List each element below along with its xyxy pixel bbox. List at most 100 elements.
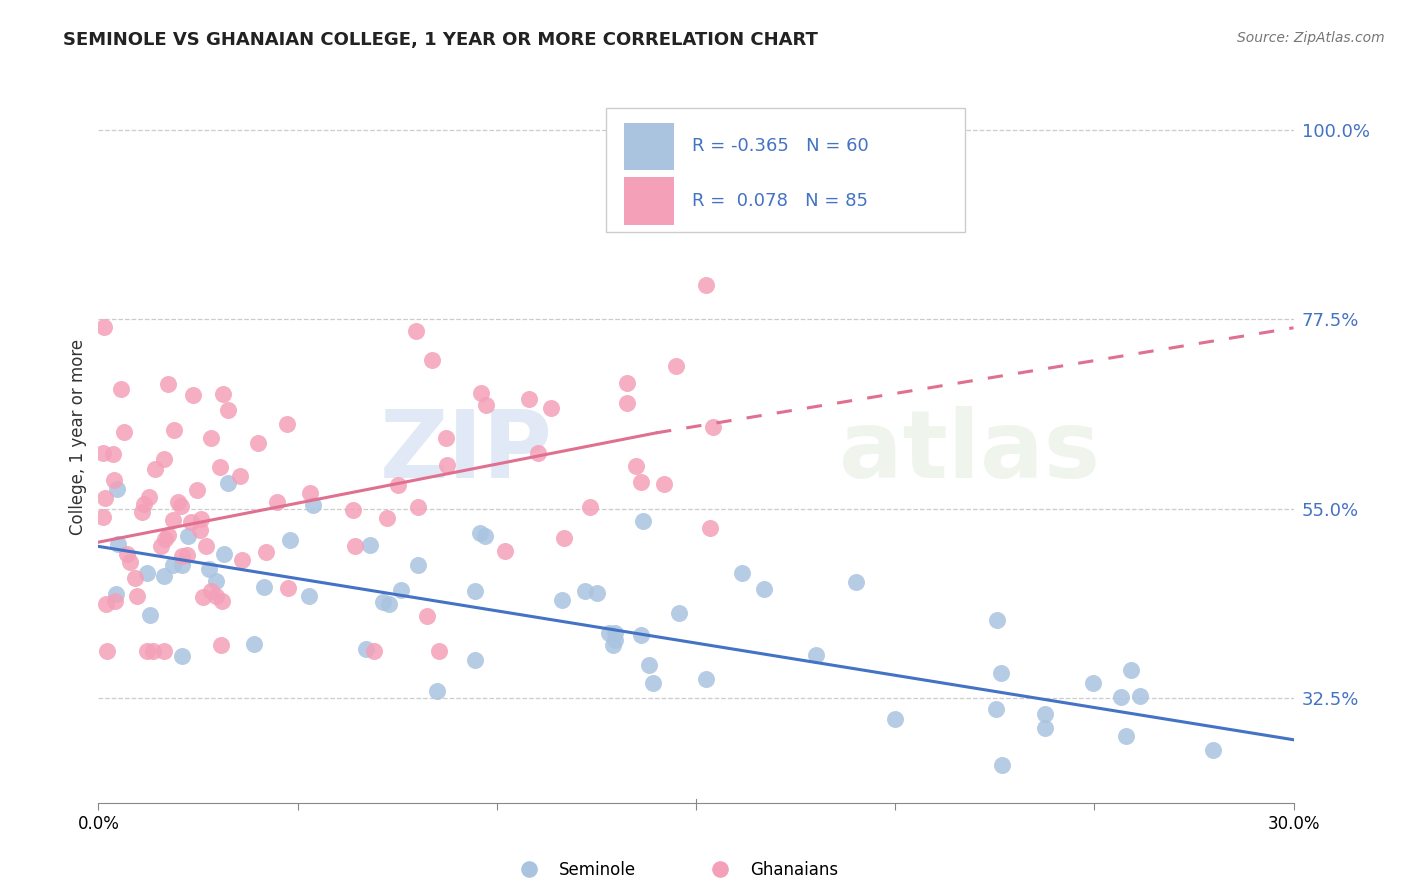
Text: Seminole: Seminole [558,861,636,880]
Point [118,555,141,569]
Point [1202,743,1225,757]
Point [181,388,204,402]
Point [464,653,486,667]
Point [731,566,754,581]
Point [990,665,1012,680]
Point [191,591,214,605]
Point [214,547,236,561]
Point [1115,729,1137,743]
Point [986,702,1008,716]
Point [474,529,496,543]
Point [354,642,377,657]
Point [603,625,626,640]
Point [117,547,139,561]
Point [131,505,153,519]
Point [276,417,298,431]
Point [278,533,301,548]
Point [143,462,166,476]
Point [149,539,172,553]
Point [1109,690,1132,704]
Point [378,597,401,611]
Point [124,571,146,585]
Point [602,638,624,652]
Point [883,712,905,726]
Point [105,587,128,601]
Point [359,538,381,552]
Point [91,510,114,524]
Point [695,278,717,293]
Point [101,447,124,461]
Point [406,500,429,514]
Point [176,548,198,562]
Point [142,644,165,658]
Point [94,491,117,505]
Point [212,387,235,401]
Point [475,398,498,412]
Point [127,590,149,604]
Point [845,575,868,590]
Point [616,395,638,409]
Point [434,431,457,445]
Point [152,452,174,467]
Point [420,352,443,367]
Point [170,649,193,664]
Point [527,446,550,460]
Point [1033,721,1056,735]
Point [198,562,221,576]
Point [105,482,128,496]
Point [162,558,184,572]
Point [298,589,321,603]
Point [695,672,717,686]
Point [211,594,233,608]
Point [277,581,299,595]
Point [429,644,451,658]
Text: R =  0.078   N = 85: R = 0.078 N = 85 [692,192,869,210]
Point [155,532,177,546]
Point [1083,676,1105,690]
Point [298,486,321,500]
Point [162,424,184,438]
Point [152,644,174,658]
Point [103,473,125,487]
Point [190,511,212,525]
Point [586,586,609,600]
Text: atlas: atlas [839,406,1101,498]
Point [180,516,202,530]
Point [605,632,627,647]
Point [91,446,114,460]
Point [804,648,827,662]
Point [217,402,239,417]
Point [132,497,155,511]
Point [517,392,540,406]
Point [229,468,252,483]
Point [630,628,652,642]
Point [94,597,117,611]
Point [200,431,222,445]
Point [371,595,394,609]
Point [200,584,222,599]
Point [405,324,427,338]
Point [540,401,562,416]
Point [217,476,239,491]
Point [301,498,323,512]
Point [153,569,176,583]
Point [205,589,228,603]
Point [991,758,1014,772]
Point [470,385,492,400]
Point [652,476,675,491]
Point [598,625,620,640]
Point [426,684,449,698]
Point [243,637,266,651]
Point [574,583,596,598]
Y-axis label: College, 1 year or more: College, 1 year or more [69,339,87,535]
Point [194,539,217,553]
Point [170,549,193,563]
Point [416,609,439,624]
Text: Ghanaians: Ghanaians [749,861,838,880]
Point [110,382,132,396]
Text: R = -0.365   N = 60: R = -0.365 N = 60 [692,137,869,155]
Point [186,483,208,497]
Point [553,531,575,545]
Point [389,582,412,597]
Point [551,593,574,607]
